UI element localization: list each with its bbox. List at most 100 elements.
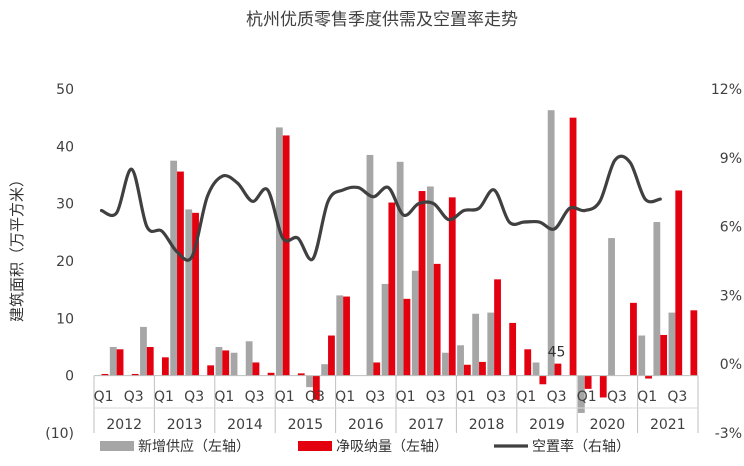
labels-layer: (10) 0 10 20 30 40 50 -3% 0% 3% 6% 9% 12% Q1 Q3 Q1 Q3 Q1 Q… <box>45 82 742 442</box>
supply-bar-22 <box>426 186 434 376</box>
quarter-label-16: Q1 <box>577 389 597 405</box>
y2-tick-label-2: 3% <box>720 288 742 304</box>
data-label-0: 45 <box>548 345 566 361</box>
quarter-label-9: Q3 <box>365 389 385 405</box>
absorption-bar-30 <box>554 363 562 376</box>
legend-swatch-1 <box>298 441 332 451</box>
absorption-bar-15 <box>328 335 335 376</box>
absorption-bar-27 <box>509 322 517 376</box>
absorption-bar-24 <box>463 364 471 376</box>
y2-tick-label-1: 0% <box>720 357 742 373</box>
quarter-label-14: Q1 <box>516 389 536 405</box>
absorption-bar-36 <box>645 375 652 379</box>
supply-bar-30 <box>547 110 555 376</box>
chart-title: 杭州优质零售季度供需及空置率走势 <box>246 10 518 30</box>
year-label-3: 2015 <box>288 417 324 433</box>
quarter-label-19: Q3 <box>667 389 687 405</box>
supply-bar-38 <box>668 312 676 376</box>
quarter-label-12: Q1 <box>456 389 476 405</box>
absorption-bar-11 <box>267 372 275 376</box>
y-tick-label-3: 20 <box>56 254 74 270</box>
year-label-8: 2020 <box>590 417 626 433</box>
supply-bar-6 <box>185 209 193 376</box>
absorption-bar-7 <box>207 365 215 376</box>
absorption-bar-16 <box>343 296 350 376</box>
quarter-label-3: Q3 <box>184 389 204 405</box>
quarter-label-4: Q1 <box>214 389 234 405</box>
absorption-bar-28 <box>524 349 532 376</box>
year-label-7: 2019 <box>529 417 565 433</box>
supply-bar-24 <box>457 345 464 376</box>
year-label-1: 2013 <box>167 417 203 433</box>
supply-bar-26 <box>487 312 495 376</box>
absorption-bar-13 <box>297 373 305 376</box>
y-tick-label-5: 40 <box>56 139 74 155</box>
absorption-bar-37 <box>660 334 668 376</box>
quarter-label-5: Q3 <box>245 389 265 405</box>
y-tick-label-4: 30 <box>56 197 74 213</box>
absorption-bar-1 <box>116 349 124 376</box>
absorption-bar-8 <box>222 350 230 376</box>
legend-label-1: 净吸纳量（左轴） <box>336 439 448 455</box>
absorption-bar-39 <box>690 310 698 376</box>
supply-bar-32 <box>577 375 585 413</box>
supply-bar-14 <box>306 375 313 388</box>
supply-bar-25 <box>472 313 480 376</box>
supply-bar-1 <box>109 347 117 376</box>
absorption-bar-38 <box>675 190 683 376</box>
supply-bar-19 <box>381 283 389 376</box>
supply-bar-5 <box>170 160 178 376</box>
quarter-label-10: Q1 <box>396 389 416 405</box>
quarter-label-7: Q3 <box>305 389 325 405</box>
legend-label-2: 空置率（右轴） <box>532 438 630 455</box>
quarter-label-0: Q1 <box>94 389 114 405</box>
supply-bar-16 <box>336 295 344 376</box>
absorption-bar-21 <box>418 191 426 376</box>
y-tick-label-6: 50 <box>56 82 74 98</box>
supply-bar-3 <box>140 326 147 376</box>
supply-bar-36 <box>638 335 646 376</box>
quarter-label-15: Q3 <box>547 389 567 405</box>
legend: 新增供应（左轴） 净吸纳量（左轴） 空置率（右轴） <box>100 438 630 455</box>
quarter-label-1: Q3 <box>124 389 144 405</box>
year-label-2: 2014 <box>227 417 263 433</box>
absorption-bar-6 <box>192 212 199 376</box>
line-layer <box>99 154 662 262</box>
legend-swatch-0 <box>100 441 134 451</box>
bars-layer <box>101 110 698 413</box>
absorption-bar-25 <box>479 361 486 376</box>
year-label-0: 2012 <box>106 417 142 433</box>
absorption-bar-18 <box>373 362 381 376</box>
y2-tick-label-3: 6% <box>720 220 742 236</box>
quarter-label-17: Q3 <box>607 389 627 405</box>
absorption-bar-4 <box>161 357 169 376</box>
legend-label-0: 新增供应（左轴） <box>138 438 250 455</box>
absorption-bar-20 <box>403 298 411 376</box>
absorption-bar-14 <box>312 375 320 400</box>
supply-bar-12 <box>275 127 283 376</box>
axes-layer <box>93 375 699 433</box>
year-label-9: 2021 <box>650 417 686 433</box>
vacancy-rate-line <box>99 154 662 262</box>
quarter-label-13: Q3 <box>486 389 506 405</box>
y2-tick-label-0: -3% <box>715 426 742 442</box>
absorption-bar-35 <box>630 302 637 376</box>
absorption-bar-0 <box>101 373 109 376</box>
supply-bar-34 <box>608 238 615 376</box>
supply-bar-18 <box>366 154 374 376</box>
absorption-bar-22 <box>433 263 441 376</box>
year-label-5: 2017 <box>408 417 444 433</box>
quarter-label-2: Q1 <box>154 389 174 405</box>
supply-bar-8 <box>215 347 223 376</box>
supply-bar-9 <box>230 352 238 376</box>
absorption-bar-2 <box>131 373 139 376</box>
absorption-bar-33 <box>599 375 607 398</box>
supply-bar-15 <box>321 364 329 376</box>
absorption-bar-23 <box>448 197 456 376</box>
supply-bar-29 <box>532 362 540 376</box>
year-label-4: 2016 <box>348 417 384 433</box>
absorption-bar-5 <box>177 171 184 376</box>
absorption-bar-10 <box>252 362 260 376</box>
y-tick-label-1: 0 <box>65 369 74 385</box>
